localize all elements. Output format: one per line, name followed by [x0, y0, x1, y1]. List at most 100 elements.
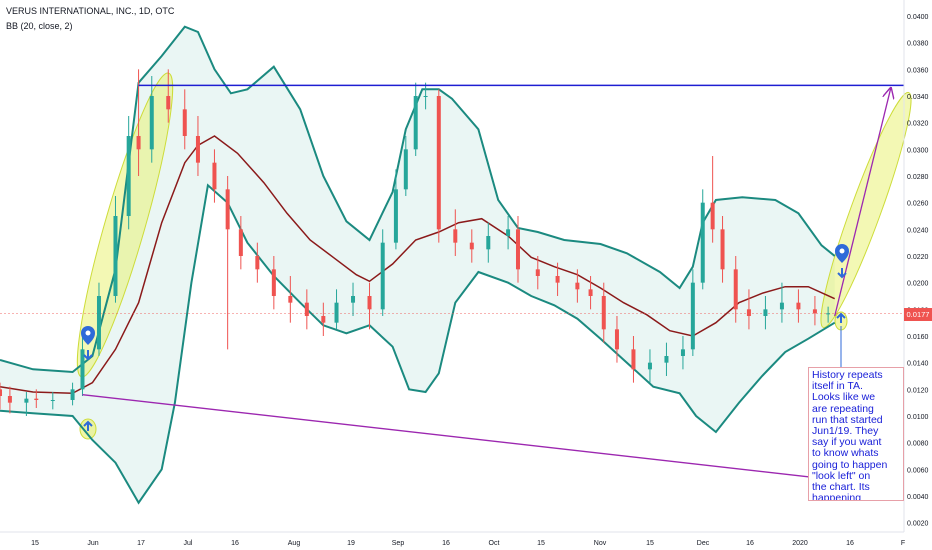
y-tick-label: 0.0200: [907, 281, 929, 288]
x-tick-label: Aug: [288, 540, 301, 547]
candle-body: [555, 276, 560, 283]
candle-body: [380, 242, 385, 310]
candle-body: [515, 229, 520, 270]
candle-body: [393, 189, 398, 243]
candle-body: [288, 296, 293, 303]
candle-body: [588, 289, 593, 296]
chart-legend: VERUS INTERNATIONAL, INC., 1D, OTC BB (2…: [6, 4, 174, 34]
x-tick-label: 16: [231, 540, 239, 547]
candle-body: [469, 242, 474, 250]
y-tick-label: 0.0160: [907, 334, 929, 341]
candle-body: [575, 282, 580, 290]
candle-body: [7, 396, 12, 403]
candle-body: [796, 302, 801, 310]
candle-body: [212, 162, 217, 190]
note-line: run that started: [812, 413, 883, 426]
y-tick-label: 0.0300: [907, 147, 929, 154]
highlight-ellipse-january: [820, 91, 912, 329]
candle-body: [166, 96, 171, 110]
candle-body: [733, 269, 738, 310]
candle-body: [631, 349, 636, 370]
x-tick-label: 17: [137, 540, 145, 547]
arrow-up-icon: [83, 420, 93, 431]
candle-body: [601, 296, 606, 330]
arrow-up-icon: [836, 312, 846, 323]
y-tick-label: 0.0080: [907, 441, 929, 448]
note-line: Looks like we: [812, 391, 876, 404]
y-tick-label: 0.0340: [907, 94, 929, 101]
y-tick-label: 0.0100: [907, 414, 929, 421]
candle-body: [710, 202, 715, 230]
y-tick-label: 0.0380: [907, 41, 929, 48]
candle-body: [506, 229, 511, 236]
candle-body: [24, 398, 29, 403]
annotation-note: History repeats itself in TA. Looks like w…: [808, 367, 904, 501]
x-tick-label: F: [901, 540, 905, 547]
band-area: [0, 26, 835, 503]
pin-dot: [839, 248, 845, 254]
x-tick-label: 15: [31, 540, 39, 547]
y-tick-label: 0.0260: [907, 201, 929, 208]
drawings: [82, 84, 904, 479]
candle-body: [413, 96, 418, 150]
candle-body: [720, 229, 725, 270]
x-tick-label: 2020: [792, 540, 808, 547]
x-tick-label: Jul: [184, 540, 193, 547]
x-tick-label: Sep: [392, 540, 405, 547]
arrow-down-icon: [83, 350, 93, 361]
y-tick-label: 0.0320: [907, 121, 929, 128]
candle-body: [423, 96, 428, 97]
candle-body: [763, 309, 768, 316]
bollinger-band-lines: [0, 25, 904, 505]
x-tick-label: 19: [347, 540, 355, 547]
candle-body: [647, 362, 652, 370]
candle-body: [403, 149, 408, 190]
marker-pin-january: [835, 244, 849, 279]
note-line: the chart. Its: [812, 481, 870, 494]
candle-body: [96, 296, 101, 350]
candle-body: [50, 400, 55, 401]
candle-body: [321, 316, 326, 323]
y-tick-label: 0.0240: [907, 227, 929, 234]
candle-body: [367, 296, 372, 310]
arrow-down-icon: [837, 268, 847, 279]
y-tick-label: 0.0400: [907, 14, 929, 21]
candle-body: [149, 96, 154, 150]
candle-body: [690, 282, 695, 350]
y-tick-label: 0.0040: [907, 494, 929, 501]
y-tick-label: 0.0140: [907, 361, 929, 368]
candle-body: [664, 356, 669, 363]
bollinger-band-fill: [0, 26, 835, 503]
x-tick-label: Dec: [697, 540, 710, 547]
candle-body: [436, 96, 441, 230]
last-price-tag: 0.0177: [904, 308, 932, 321]
candle-body: [182, 109, 187, 136]
note-line: going to happen: [812, 458, 888, 471]
candle-body: [812, 309, 817, 314]
x-tick-label: Jun: [87, 540, 98, 547]
markers: [81, 244, 849, 431]
candle-body: [80, 349, 85, 390]
y-tick-label: 0.0120: [907, 387, 929, 394]
candle-body: [680, 349, 685, 356]
y-tick-label: 0.0220: [907, 254, 929, 261]
candle-body: [238, 229, 243, 256]
note-line: happening: [812, 492, 862, 501]
note-line: History repeats: [812, 369, 883, 381]
y-tick-label: 0.0360: [907, 67, 929, 74]
x-tick-label: 16: [746, 540, 754, 547]
candle-body: [779, 302, 784, 310]
note-line: "look left" on: [812, 469, 871, 482]
candle-body: [334, 302, 339, 323]
y-tick-label: 0.0020: [907, 521, 929, 528]
trendline-arrow: [82, 394, 824, 479]
x-tick-label: Nov: [594, 540, 607, 547]
note-line: itself in TA.: [812, 380, 863, 393]
x-tick-label: 15: [646, 540, 654, 547]
candle-body: [195, 136, 200, 163]
candle-body: [535, 269, 540, 276]
candle-body: [255, 256, 260, 270]
candle-body: [70, 389, 75, 400]
candle-body: [614, 329, 619, 350]
